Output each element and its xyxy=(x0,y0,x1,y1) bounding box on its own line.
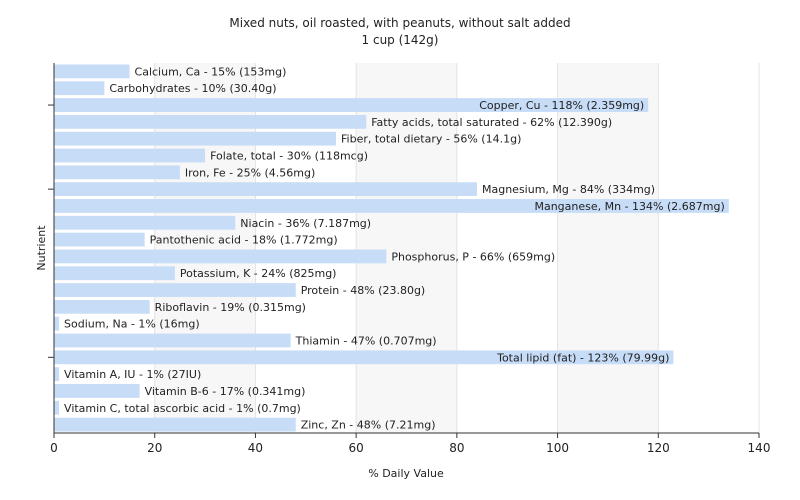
x-tick-label: 40 xyxy=(248,441,263,455)
bar xyxy=(54,333,291,348)
chart-title: Mixed nuts, oil roasted, with peanuts, w… xyxy=(229,16,570,30)
bar-label: Vitamin C, total ascorbic acid - 1% (0.7… xyxy=(64,402,301,415)
grid-band xyxy=(356,63,457,433)
grid-band xyxy=(557,63,659,433)
bar xyxy=(54,283,296,297)
bar-label: Fiber, total dietary - 56% (14.1g) xyxy=(341,133,521,146)
bar xyxy=(54,384,140,398)
bar-label: Niacin - 36% (7.187mg) xyxy=(240,217,371,230)
bar xyxy=(54,182,477,197)
x-tick-label: 140 xyxy=(748,441,771,455)
bar-label: Thiamin - 47% (0.707mg) xyxy=(295,335,437,348)
bar-label: Iron, Fe - 25% (4.56mg) xyxy=(185,166,315,179)
x-tick-label: 0 xyxy=(50,441,58,455)
bar xyxy=(54,131,336,146)
bar xyxy=(54,98,649,112)
bar-label: Vitamin B-6 - 17% (0.341mg) xyxy=(145,385,306,398)
bar-label: Fatty acids, total saturated - 62% (12.3… xyxy=(371,116,612,129)
bar-label: Total lipid (fat) - 123% (79.99g) xyxy=(496,351,669,364)
bar xyxy=(54,249,387,264)
bar xyxy=(54,81,105,96)
bar-label: Pantothenic acid - 18% (1.772mg) xyxy=(150,234,338,247)
bar-label: Magnesium, Mg - 84% (334mg) xyxy=(482,183,655,196)
bar-label: Phosphorus, P - 66% (659mg) xyxy=(391,250,555,263)
bar xyxy=(54,350,674,365)
bar xyxy=(54,367,60,382)
x-tick-label: 20 xyxy=(147,441,162,455)
bar-label: Folate, total - 30% (118mcg) xyxy=(210,150,368,163)
bar xyxy=(54,232,145,247)
chart-subtitle: 1 cup (142g) xyxy=(362,33,439,47)
bar xyxy=(54,165,180,180)
bar xyxy=(54,417,296,432)
x-tick-label: 80 xyxy=(449,441,464,455)
bar-label: Protein - 48% (23.80g) xyxy=(301,284,426,297)
bar xyxy=(54,215,236,230)
bar-label: Carbohydrates - 10% (30.40g) xyxy=(109,82,276,95)
bar xyxy=(54,64,130,79)
x-axis-label: % Daily Value xyxy=(368,467,444,480)
x-tick-label: 120 xyxy=(647,441,670,455)
bar-label: Zinc, Zn - 48% (7.21mg) xyxy=(301,419,436,432)
bar xyxy=(54,199,729,213)
bar xyxy=(54,148,206,163)
x-tick-label: 100 xyxy=(546,441,569,455)
bar-label: Riboflavin - 19% (0.315mg) xyxy=(155,301,306,314)
bar xyxy=(54,299,150,314)
bar xyxy=(54,316,60,331)
bar-label: Calcium, Ca - 15% (153mg) xyxy=(135,65,287,78)
bar xyxy=(54,114,367,129)
bar xyxy=(54,400,60,415)
bar-label: Sodium, Na - 1% (16mg) xyxy=(64,318,200,331)
bar-label: Copper, Cu - 118% (2.359mg) xyxy=(479,99,644,112)
bar-label: Vitamin A, IU - 1% (27IU) xyxy=(64,368,201,381)
x-tick-label: 60 xyxy=(349,441,364,455)
y-axis-label: Nutrient xyxy=(35,225,48,271)
bar-label: Potassium, K - 24% (825mg) xyxy=(180,267,337,280)
plot-area: Calcium, Ca - 15% (153mg) Carbohydrates -… xyxy=(48,63,770,455)
bar-label: Manganese, Mn - 134% (2.687mg) xyxy=(534,200,724,213)
bar xyxy=(54,266,175,281)
